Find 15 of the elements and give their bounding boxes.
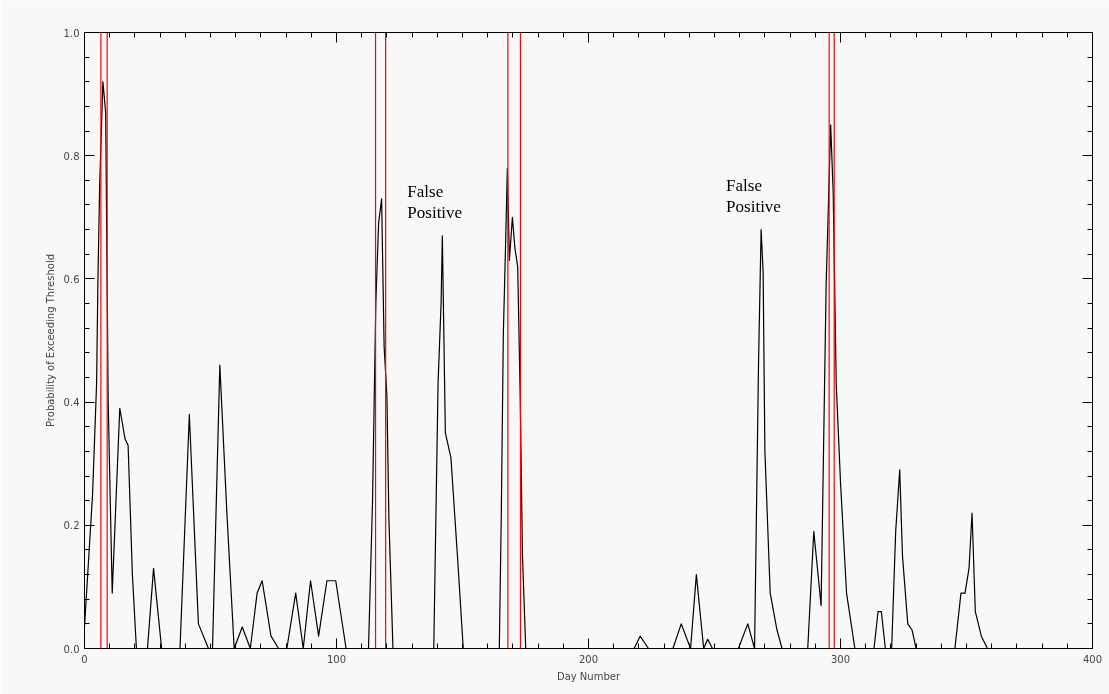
y-tick-label: 0.2 xyxy=(63,520,80,532)
x-tick-label: 400 xyxy=(1082,653,1103,665)
x-tick-label: 200 xyxy=(578,653,599,665)
y-axis-title: Probability of Exceeding Threshold xyxy=(44,254,56,427)
x-tick-label: 300 xyxy=(830,653,851,665)
annotation: False Positive xyxy=(726,175,781,216)
x-tick-label: 100 xyxy=(326,653,347,665)
y-tick-label: 1.0 xyxy=(63,27,80,39)
y-tick-label: 0.0 xyxy=(63,643,80,655)
y-tick-label: 0.8 xyxy=(63,150,80,162)
annotation: False Positive xyxy=(407,181,463,222)
y-tick-label: 0.4 xyxy=(63,397,80,409)
x-axis-title: Day Number xyxy=(556,670,621,682)
y-tick-label: 0.6 xyxy=(63,273,80,285)
x-tick-label: 0 xyxy=(81,653,88,665)
